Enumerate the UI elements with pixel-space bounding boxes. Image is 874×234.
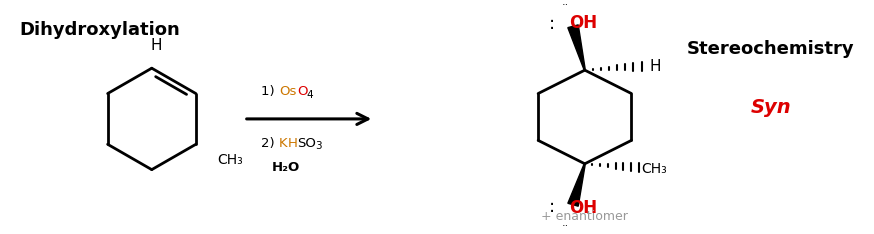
Text: Dihydroxylation: Dihydroxylation	[19, 21, 180, 39]
Text: SO: SO	[297, 137, 316, 150]
Text: H: H	[288, 137, 298, 150]
Text: H: H	[151, 38, 163, 53]
Text: 4: 4	[307, 90, 313, 99]
Text: OH: OH	[569, 14, 597, 32]
Text: ··: ··	[562, 0, 569, 10]
Text: 1): 1)	[261, 85, 280, 98]
Text: 3: 3	[316, 141, 322, 151]
Text: :: :	[548, 198, 554, 216]
Text: 2): 2)	[261, 137, 280, 150]
Polygon shape	[568, 25, 586, 70]
Polygon shape	[568, 164, 586, 206]
Text: H₂O: H₂O	[271, 161, 300, 174]
Text: O: O	[297, 85, 308, 98]
Text: CH₃: CH₃	[642, 162, 668, 176]
Text: Stereochemistry: Stereochemistry	[687, 40, 855, 58]
Text: :: :	[548, 15, 554, 33]
Text: Syn: Syn	[751, 98, 791, 117]
Text: K: K	[279, 137, 288, 150]
Text: OH: OH	[569, 199, 597, 217]
Text: CH₃: CH₃	[218, 153, 243, 167]
Text: Os: Os	[279, 85, 296, 98]
Text: + enantiomer: + enantiomer	[541, 210, 628, 223]
Text: ··: ··	[562, 221, 569, 231]
Text: H: H	[649, 59, 661, 74]
